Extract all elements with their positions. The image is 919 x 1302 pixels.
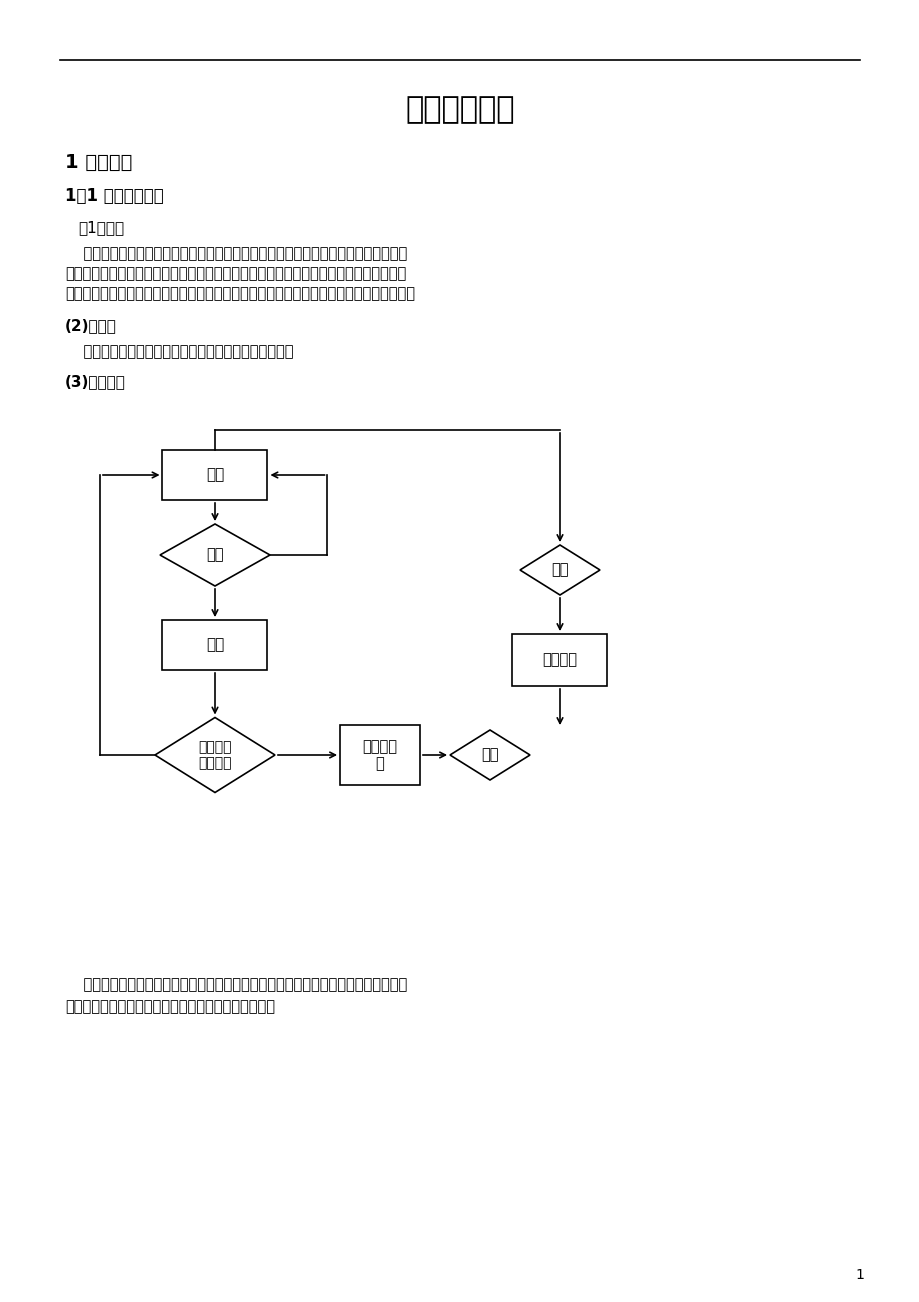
Text: 图书信息，如果不在馆，通知读者。如果读者要求的图书无法提供，则通知读者无法满足。: 图书信息，如果不在馆，通知读者。如果读者要求的图书无法提供，则通知读者无法满足。 <box>65 286 414 302</box>
Text: 1: 1 <box>855 1268 864 1282</box>
Text: 1．1 需求分析过程: 1．1 需求分析过程 <box>65 187 164 204</box>
Bar <box>163 450 267 500</box>
Text: 步，图书管理员管理图书，登记读者信息，借出图书。: 步，图书管理员管理图书，登记读者信息，借出图书。 <box>65 1000 275 1014</box>
Polygon shape <box>160 523 269 586</box>
Polygon shape <box>154 717 275 793</box>
Text: 图书管理系统: 图书管理系统 <box>404 95 515 125</box>
Bar <box>340 725 420 785</box>
Text: 管理: 管理 <box>481 747 498 763</box>
Text: 图书: 图书 <box>206 638 224 652</box>
Text: 借阅: 借阅 <box>550 562 568 578</box>
Text: (2)功能：: (2)功能： <box>65 319 117 333</box>
Text: 读者借阅图书，系统查询图书是否在馆。图书已借出，显示已借出；未借出显示下一: 读者借阅图书，系统查询图书是否在馆。图书已借出，显示已借出；未借出显示下一 <box>65 978 407 992</box>
Text: 所借图书: 所借图书 <box>542 652 577 668</box>
Text: 借阅: 借阅 <box>206 548 223 562</box>
Text: 实现图书的查询，借入和归还功能，而且能保存记录。: 实现图书的查询，借入和归还功能，而且能保存记录。 <box>65 345 293 359</box>
Text: 1 需求分析: 1 需求分析 <box>65 152 132 172</box>
Text: （1）流程: （1）流程 <box>78 220 124 236</box>
Text: 的图书，查看该图书是否在馆，如果在馆，则图书管理员在系统记录读者信息并记录借出: 的图书，查看该图书是否在馆，如果在馆，则图书管理员在系统记录读者信息并记录借出 <box>65 267 406 281</box>
Polygon shape <box>519 546 599 595</box>
Text: 图书管理
员: 图书管理 员 <box>362 738 397 771</box>
Text: (3)流程图：: (3)流程图： <box>65 375 126 389</box>
Bar <box>512 634 607 686</box>
Bar <box>163 620 267 671</box>
Text: 判断图书
是否在馆: 判断图书 是否在馆 <box>198 740 232 769</box>
Text: 读者: 读者 <box>206 467 224 483</box>
Polygon shape <box>449 730 529 780</box>
Text: 读者到图书借阅处查询图书，看看是否有满足读者要求的图书。如果有满足读者要求: 读者到图书借阅处查询图书，看看是否有满足读者要求的图书。如果有满足读者要求 <box>65 246 407 262</box>
